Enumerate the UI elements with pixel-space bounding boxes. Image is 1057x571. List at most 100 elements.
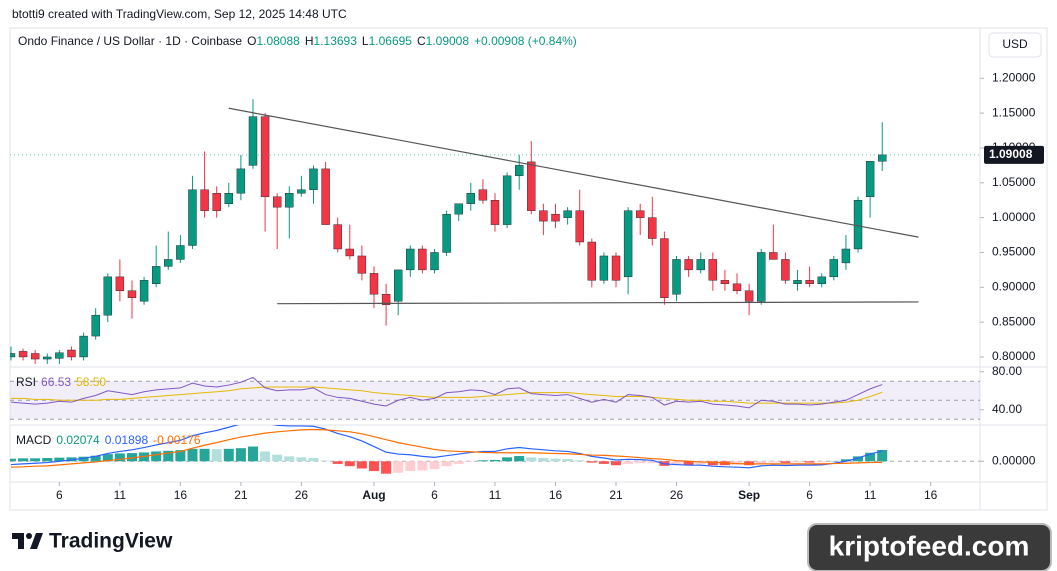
currency-label[interactable]: USD [1002,37,1028,51]
histogram-bar [623,461,634,464]
pane [10,376,980,420]
histogram-bar [671,461,682,466]
candle-body [732,283,742,291]
x-tick-label: 16 [174,488,188,502]
candle-body [345,248,354,257]
histogram-bar [804,461,815,463]
histogram-bar [417,461,428,471]
histogram-value: 0.02074 [56,433,100,447]
histogram-bar [586,461,597,463]
histogram-bar [223,448,234,462]
histogram-bar [42,458,53,462]
histogram-bar [247,446,258,462]
candle-body [611,255,621,281]
x-tick-label: 6 [431,488,438,502]
macd-title: MACD [16,433,52,447]
x-tick-label: 11 [864,488,877,502]
candle-body [381,294,391,305]
currency-button[interactable] [988,32,1042,58]
histogram-bar [151,451,162,462]
candle-body [599,255,609,281]
ohlc-item: O1.08088 [247,34,300,48]
logo-text: TradingView [49,530,173,553]
change: +0.00908 (+0.84%) [474,34,577,48]
candle-body [115,276,125,291]
histogram-bar [853,456,864,462]
candle-body [309,168,318,190]
candle-body [527,161,536,211]
candle-body [357,255,367,274]
ohlc-item: H1.13693 [305,34,357,48]
histogram-bar [356,461,367,469]
candle-body [878,154,887,162]
ohlc-value: 1.13693 [313,34,357,48]
candle-body [369,273,379,295]
x-tick-label: 16 [549,488,563,502]
histogram-bar [235,448,246,462]
candle-body [10,353,16,358]
histogram-bar [332,461,343,464]
x-tick-label: 6 [56,488,63,502]
histogram-bar [102,454,113,462]
candle-body [18,351,28,358]
ohlc-key: O [247,34,257,48]
candle-body [272,196,282,208]
candle-body [188,189,197,246]
histogram-bar [816,461,827,463]
histogram-bar [502,457,513,462]
candle-body [321,168,330,225]
histogram-bar [320,460,331,462]
histogram-bar [574,460,585,462]
candle-body [865,161,875,197]
watermark-box [807,523,1052,571]
histogram-bar [296,457,307,462]
attribution: btotti9 created with TradingView.com, Se… [12,7,347,21]
candle-body [224,193,233,204]
series-line [10,386,883,404]
histogram-bar [381,461,392,474]
candle-body [139,280,149,302]
candle-body [164,259,173,267]
macd-legend: MACD 0.02074 0.01898 -0.00176 [16,433,201,447]
candle-body [30,353,40,360]
candle-body [708,259,718,281]
candle-body [696,259,705,271]
candle-body [660,238,669,298]
histogram-bar [441,461,452,467]
candle-body [67,349,76,358]
histogram-bar [66,457,77,462]
y-tick-label: 0.95000 [992,245,1036,259]
histogram-bar [550,458,561,462]
histogram-bar [477,460,488,462]
candle-body [91,314,100,337]
histogram-bar [175,450,186,462]
histogram-bar [453,461,464,464]
watermark: kriptofeed.com [829,530,1030,561]
ohlc-key: L [361,34,369,48]
y-tick-label: 1.00000 [992,210,1036,224]
histogram-bar [368,461,379,472]
histogram-bar [780,461,791,463]
histogram-bar [514,456,525,462]
histogram-bar [344,461,355,467]
candle-body [575,210,584,243]
candle-body [212,193,221,211]
trendline [277,301,919,305]
candle-body [176,245,185,260]
histogram-bar [284,456,295,462]
candle-body [636,210,645,218]
rsi-title: RSI [16,375,37,389]
histogram-bar [647,461,658,463]
price-tag [984,145,1044,164]
histogram-bar [78,456,89,462]
candle-body [539,210,548,222]
rsi-value: 66.53 [41,375,72,389]
candle-body [805,280,814,285]
candle-body [393,269,403,302]
histogram-bar [54,457,65,462]
ohlc-legend: Ondo Finance / US Dollar · 1D · Coinbase… [18,34,577,48]
ohlc-key: H [304,34,314,48]
candle-body [587,241,597,281]
